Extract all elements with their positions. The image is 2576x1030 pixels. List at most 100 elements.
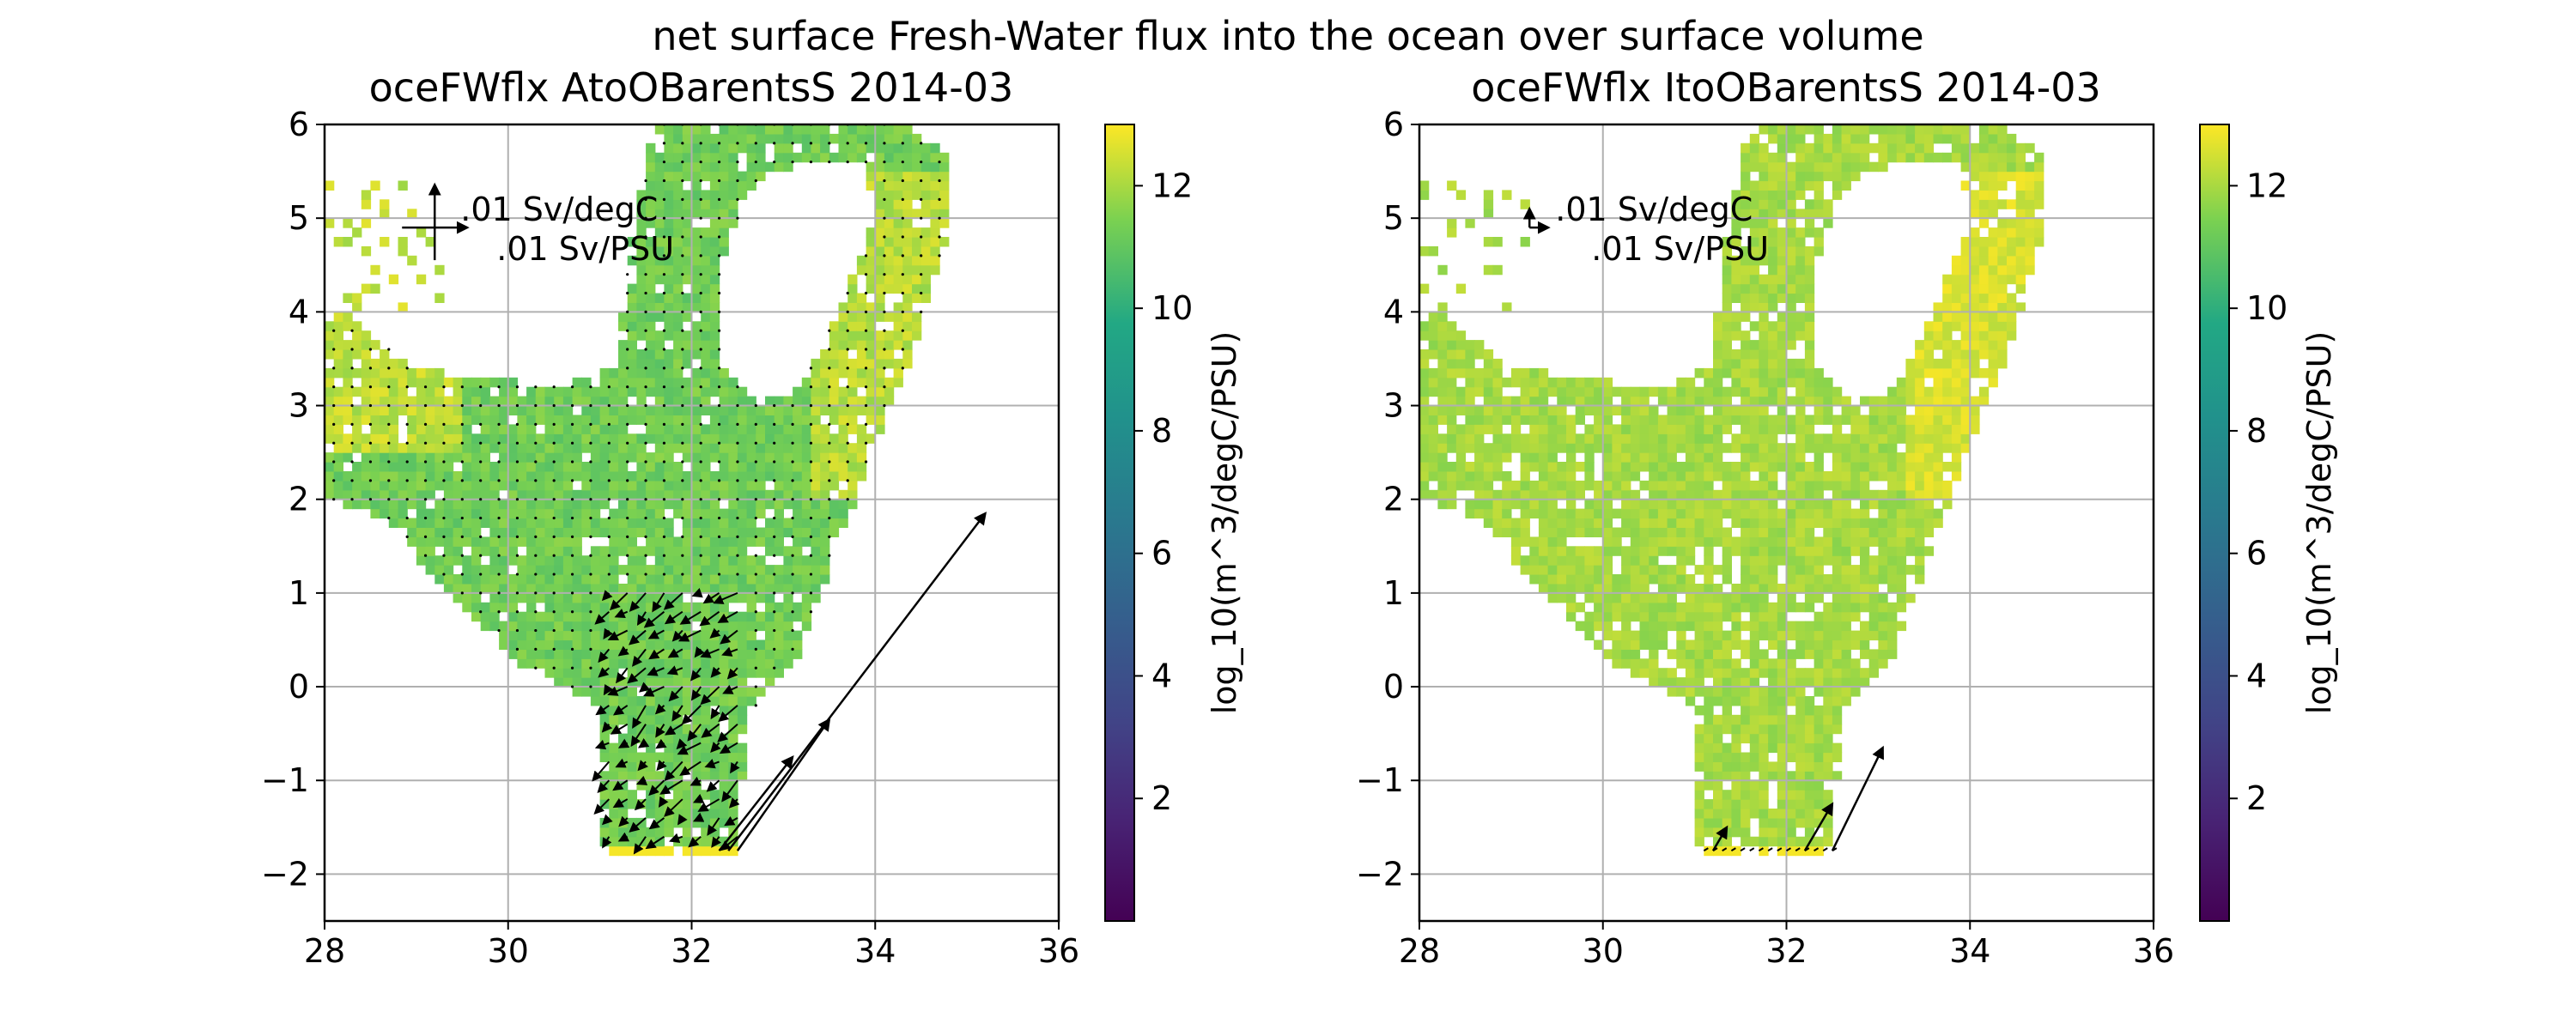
heatmap-cell bbox=[627, 546, 637, 556]
heatmap-cell bbox=[1823, 161, 1833, 173]
heatmap-cell bbox=[774, 396, 784, 407]
heatmap-cell bbox=[1741, 199, 1751, 209]
heatmap-cell bbox=[1759, 536, 1769, 547]
heatmap-cell bbox=[774, 518, 784, 528]
heatmap-cell bbox=[848, 133, 858, 144]
heatmap-cell bbox=[1722, 245, 1732, 257]
heatmap-cell bbox=[526, 415, 537, 425]
heatmap-cell bbox=[535, 443, 546, 453]
heatmap-cell bbox=[1804, 209, 1815, 219]
heatmap-cell bbox=[719, 546, 729, 556]
heatmap-cell bbox=[627, 771, 637, 781]
heatmap-cell bbox=[1823, 415, 1833, 425]
heatmap-cell bbox=[646, 809, 656, 819]
heatmap-cell bbox=[1804, 424, 1815, 434]
heatmap-cell bbox=[1749, 142, 1760, 154]
heatmap-cell bbox=[1483, 377, 1494, 388]
quiver-arrow bbox=[515, 385, 519, 389]
heatmap-cell bbox=[1759, 124, 1769, 135]
heatmap-cell bbox=[811, 527, 821, 537]
quiver-arrow bbox=[846, 479, 849, 482]
heatmap-cell bbox=[1474, 452, 1485, 463]
heatmap-cell bbox=[673, 621, 683, 632]
heatmap-cell bbox=[664, 584, 674, 594]
heatmap-cell bbox=[682, 340, 693, 350]
heatmap-cell bbox=[609, 367, 619, 379]
heatmap-cell bbox=[1676, 611, 1686, 622]
quiver-arrow bbox=[515, 591, 519, 595]
quiver-arrow bbox=[717, 535, 721, 538]
heatmap-cell bbox=[801, 443, 812, 453]
heatmap-cell bbox=[884, 209, 895, 219]
quiver-arrow bbox=[920, 216, 923, 220]
quiver-arrow bbox=[405, 367, 409, 370]
heatmap-cell bbox=[893, 133, 903, 144]
heatmap-cell bbox=[737, 742, 748, 754]
heatmap-cell bbox=[636, 321, 647, 331]
heatmap-cell bbox=[618, 433, 629, 444]
heatmap-cell bbox=[434, 480, 445, 491]
heatmap-cell bbox=[609, 377, 619, 388]
heatmap-cell bbox=[1814, 714, 1824, 725]
heatmap-cell bbox=[416, 527, 427, 537]
heatmap-cell bbox=[793, 443, 803, 453]
heatmap-cell bbox=[930, 199, 940, 209]
heatmap-cell bbox=[1594, 518, 1604, 528]
y-tick-label: 4 bbox=[289, 293, 309, 330]
heatmap-cell bbox=[1649, 668, 1659, 678]
heatmap-cell bbox=[1795, 274, 1806, 285]
quiver-arrow bbox=[828, 348, 831, 351]
heatmap-cell bbox=[709, 161, 720, 173]
heatmap-cell bbox=[1704, 621, 1714, 632]
heatmap-cell bbox=[1685, 424, 1696, 434]
heatmap-cell bbox=[673, 349, 683, 360]
heatmap-cell bbox=[609, 443, 619, 453]
quiver-arrow bbox=[736, 422, 739, 426]
heatmap-cell bbox=[1777, 415, 1788, 425]
heatmap-cell bbox=[1447, 330, 1457, 341]
quiver-arrow bbox=[405, 403, 409, 408]
quiver-arrow bbox=[694, 646, 705, 658]
heatmap-cell bbox=[673, 377, 683, 388]
heatmap-cell bbox=[1520, 555, 1530, 566]
heatmap-cell bbox=[1768, 452, 1778, 463]
quiver-arrow bbox=[626, 348, 629, 351]
quiver-arrow bbox=[423, 441, 428, 445]
heatmap-cell bbox=[1621, 452, 1631, 463]
heatmap-cell bbox=[1759, 658, 1769, 669]
heatmap-cell bbox=[1704, 508, 1714, 519]
heatmap-cell bbox=[1483, 190, 1494, 200]
heatmap-cell bbox=[701, 602, 711, 613]
heatmap-cell bbox=[535, 433, 546, 444]
heatmap-cell bbox=[1759, 489, 1769, 500]
heatmap-cell bbox=[462, 433, 472, 444]
heatmap-cell bbox=[1667, 518, 1677, 528]
heatmap-cell bbox=[1731, 321, 1741, 331]
heatmap-cell bbox=[737, 658, 748, 669]
heatmap-cell bbox=[1804, 714, 1815, 725]
heatmap-cell bbox=[471, 462, 482, 472]
heatmap-cell bbox=[1510, 367, 1522, 379]
heatmap-cell bbox=[325, 480, 335, 491]
heatmap-cell bbox=[866, 133, 876, 144]
heatmap-cell bbox=[507, 377, 519, 388]
heatmap-cell bbox=[1896, 518, 1907, 528]
heatmap-cell bbox=[618, 584, 629, 594]
heatmap-cell bbox=[1731, 227, 1741, 238]
heatmap-cell bbox=[1704, 555, 1714, 566]
heatmap-cell bbox=[1557, 592, 1567, 603]
heatmap-cell bbox=[701, 330, 711, 341]
heatmap-cell bbox=[1447, 396, 1457, 407]
heatmap-cell bbox=[1639, 536, 1649, 547]
heatmap-cell bbox=[562, 499, 574, 510]
heatmap-cell bbox=[1786, 742, 1796, 754]
heatmap-cell bbox=[875, 349, 885, 360]
heatmap-cell bbox=[1731, 696, 1741, 706]
heatmap-cell bbox=[646, 142, 656, 154]
heatmap-cell bbox=[902, 227, 913, 238]
heatmap-cell bbox=[756, 142, 766, 154]
heatmap-cell bbox=[884, 180, 895, 191]
heatmap-cell bbox=[1768, 302, 1778, 312]
heatmap-cell bbox=[1474, 480, 1485, 491]
quiver-arrow bbox=[332, 367, 336, 370]
